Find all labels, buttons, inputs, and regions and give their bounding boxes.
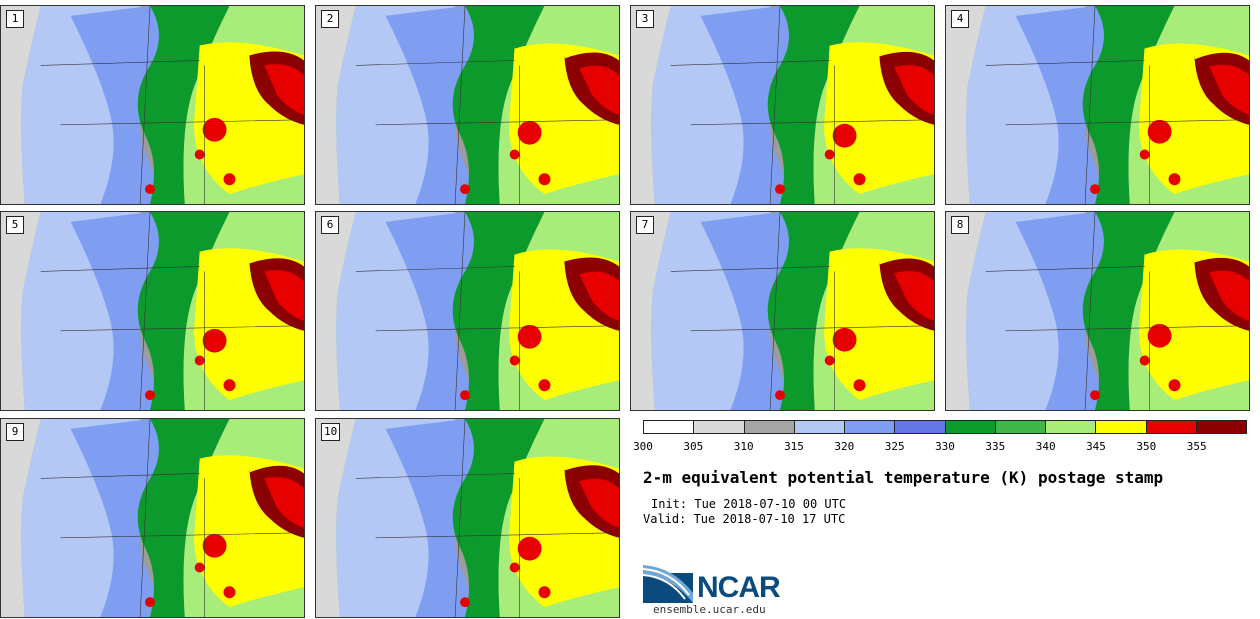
member-number: 7 bbox=[636, 216, 654, 234]
colorbar-segment bbox=[1096, 421, 1147, 433]
map-image bbox=[316, 419, 619, 617]
member-number: 4 bbox=[951, 10, 969, 28]
map-panel: 2 bbox=[315, 5, 620, 205]
member-number: 9 bbox=[6, 423, 24, 441]
colorbar-tick-label: 300 bbox=[633, 440, 653, 453]
colorbar-segment bbox=[1146, 421, 1197, 433]
member-number: 3 bbox=[636, 10, 654, 28]
colorbar-tick-label: 315 bbox=[784, 440, 804, 453]
ncar-logo-icon bbox=[643, 565, 693, 603]
map-panel: 8 bbox=[945, 211, 1250, 411]
member-number: 2 bbox=[321, 10, 339, 28]
colorbar-tick-label: 350 bbox=[1136, 440, 1157, 453]
colorbar-segment bbox=[1046, 421, 1097, 433]
member-number: 6 bbox=[321, 216, 339, 234]
chart-title: 2-m equivalent potential temperature (K)… bbox=[643, 468, 1164, 487]
map-image bbox=[1, 6, 304, 204]
init-time: Init: Tue 2018-07-10 00 UTC bbox=[651, 497, 847, 511]
colorbar-tick-label: 320 bbox=[834, 440, 855, 453]
map-image bbox=[1, 419, 304, 617]
map-image bbox=[631, 6, 934, 204]
map-panel: 9 bbox=[0, 418, 305, 618]
colorbar-tick-label: 335 bbox=[985, 440, 1006, 453]
colorbar-tick-label: 345 bbox=[1086, 440, 1106, 453]
map-image bbox=[316, 6, 619, 204]
colorbar bbox=[643, 420, 1247, 434]
member-number: 8 bbox=[951, 216, 969, 234]
colorbar-segment bbox=[945, 421, 996, 433]
colorbar-segment bbox=[644, 421, 695, 433]
map-panel: 1 bbox=[0, 5, 305, 205]
colorbar-tick-label: 340 bbox=[1035, 440, 1056, 453]
map-image bbox=[1, 212, 304, 410]
valid-time: Valid: Tue 2018-07-10 17 UTC bbox=[643, 512, 846, 526]
map-image bbox=[316, 212, 619, 410]
member-number: 5 bbox=[6, 216, 24, 234]
colorbar-ticks: 300 305 310 315 320 325 330 335 340 345 350 355 bbox=[633, 440, 1247, 454]
colorbar-segment bbox=[694, 421, 745, 433]
map-image bbox=[946, 212, 1249, 410]
map-panel: 10 bbox=[315, 418, 620, 618]
map-image bbox=[946, 6, 1249, 204]
colorbar-segment bbox=[1196, 421, 1246, 433]
colorbar-segment bbox=[794, 421, 845, 433]
colorbar-segment bbox=[995, 421, 1046, 433]
map-image bbox=[631, 212, 934, 410]
logo-name: NCAR bbox=[697, 571, 781, 604]
colorbar-segment bbox=[895, 421, 946, 433]
map-panel: 4 bbox=[945, 5, 1250, 205]
map-panel: 6 bbox=[315, 211, 620, 411]
colorbar-tick-label: 310 bbox=[733, 440, 754, 453]
colorbar-segment bbox=[744, 421, 795, 433]
member-number: 1 bbox=[6, 10, 24, 28]
colorbar-tick-label: 305 bbox=[683, 440, 704, 453]
colorbar-tick-label: 330 bbox=[935, 440, 955, 453]
map-panel: 7 bbox=[630, 211, 935, 411]
member-number: 10 bbox=[321, 423, 341, 441]
map-panel: 3 bbox=[630, 5, 935, 205]
map-panel: 5 bbox=[0, 211, 305, 411]
colorbar-segment bbox=[845, 421, 896, 433]
colorbar-tick-label: 325 bbox=[884, 440, 905, 453]
logo-url: ensemble.ucar.edu bbox=[653, 603, 766, 616]
colorbar-tick-label: 355 bbox=[1186, 440, 1207, 453]
